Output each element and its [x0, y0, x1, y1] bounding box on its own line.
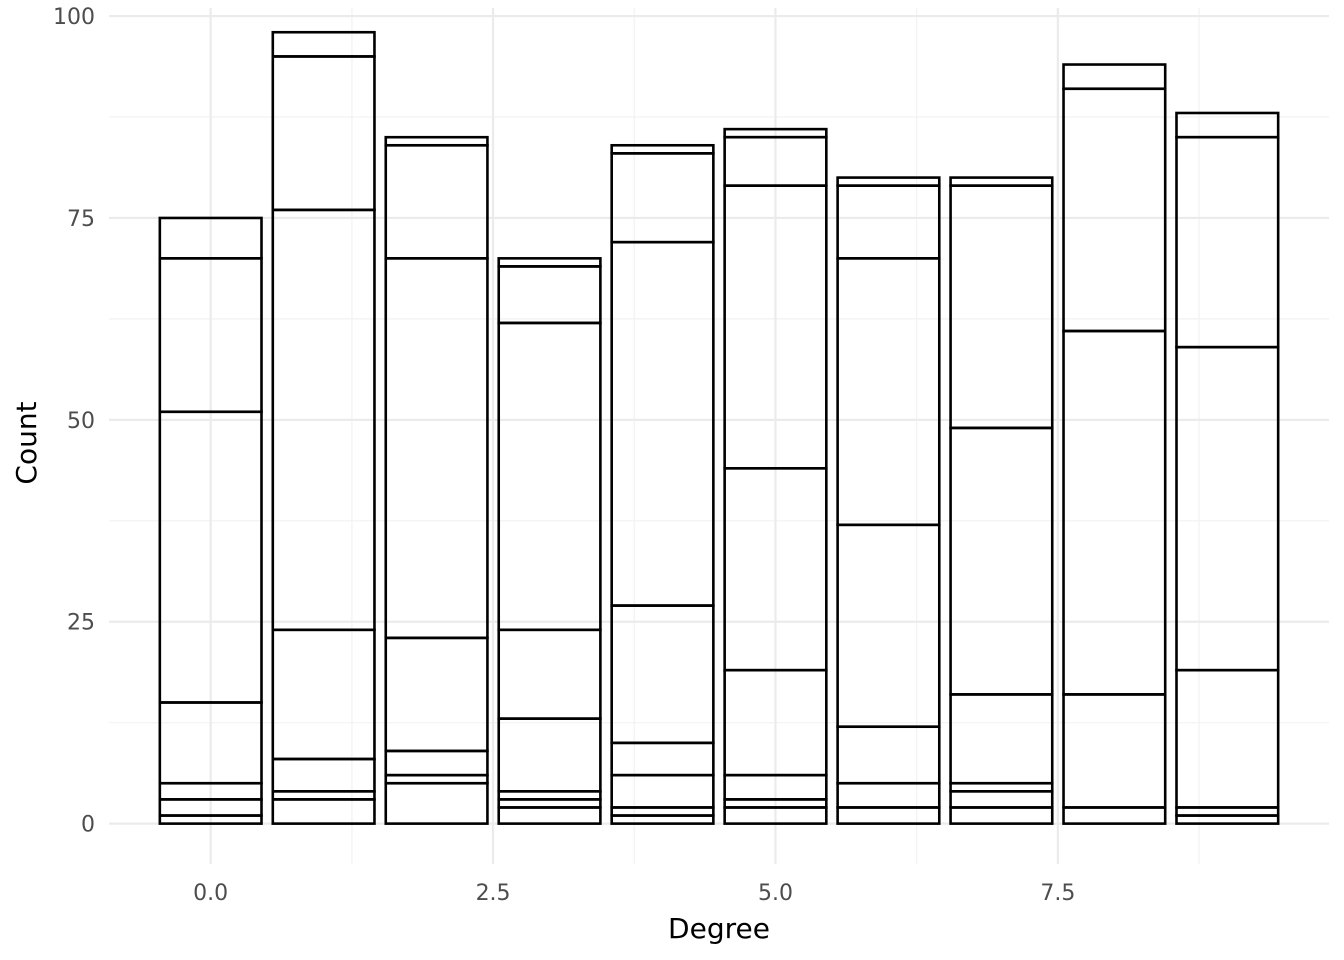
bar-segment [949, 176, 1054, 187]
bar-segment [497, 806, 602, 825]
bar-stack-0 [158, 216, 263, 825]
bar-segment [1175, 111, 1280, 139]
bar-segment [610, 773, 715, 809]
bar-stack-6 [836, 176, 941, 825]
bar-segment [1062, 63, 1167, 91]
bar-stack-4 [610, 143, 715, 825]
bar-segment [497, 628, 602, 720]
bar-segment [497, 321, 602, 632]
bar-segment [497, 257, 602, 268]
x-tick-label: 7.5 [1040, 881, 1075, 906]
bar-segment [271, 30, 376, 58]
bar-segment [384, 781, 489, 825]
bar-segment [384, 636, 489, 753]
bar-segment [384, 143, 489, 260]
y-tick-label: 50 [67, 409, 95, 434]
y-tick-label: 75 [67, 207, 95, 232]
bar-segment [271, 798, 376, 825]
x-axis-title: Degree [668, 912, 770, 945]
bar-segment [1175, 668, 1280, 809]
bar-stack-1 [271, 30, 376, 825]
bar-stack-9 [1175, 111, 1280, 825]
x-tick-label: 0.0 [193, 881, 228, 906]
bar-segment [1062, 693, 1167, 809]
bar-segment [949, 693, 1054, 785]
bar-segment [836, 781, 941, 809]
bar-segment [1175, 135, 1280, 349]
bar-segment [836, 725, 941, 785]
bar-segment [1062, 329, 1167, 696]
bar-segment [836, 184, 941, 260]
bar-stack-8 [1062, 63, 1167, 825]
y-tick-label: 25 [67, 611, 95, 636]
y-axis-tick-labels: 0 25 50 75 100 [53, 5, 95, 838]
bar-segment [836, 176, 941, 187]
bar-segment [836, 257, 941, 527]
bar-segment [1062, 87, 1167, 333]
bar-segment [158, 216, 263, 260]
bar-stack-3 [497, 257, 602, 825]
bar-stack-5 [723, 127, 828, 825]
y-axis-title: Count [10, 401, 43, 484]
bar-segment [610, 741, 715, 777]
grid-lines [109, 8, 1329, 864]
bar-segment [949, 426, 1054, 696]
bar-segment [271, 757, 376, 793]
bar-segment [271, 628, 376, 761]
bar-stack-2 [384, 135, 489, 825]
bar-segment [384, 749, 489, 777]
bars-layer [158, 30, 1280, 825]
bar-segment [949, 806, 1054, 825]
bar-segment [836, 523, 941, 729]
bar-segment [949, 184, 1054, 430]
bar-segment [384, 257, 489, 640]
y-tick-label: 100 [53, 5, 95, 30]
x-tick-label: 5.0 [758, 881, 793, 906]
bar-segment [610, 240, 715, 607]
bar-segment [610, 143, 715, 155]
bar-segment [949, 790, 1054, 809]
bar-segment [610, 152, 715, 244]
bar-segment [271, 55, 376, 212]
y-tick-label: 0 [81, 813, 95, 838]
x-tick-label: 2.5 [476, 881, 511, 906]
bar-stack-7 [949, 176, 1054, 825]
bar-segment [836, 806, 941, 825]
bar-segment [497, 717, 602, 793]
bar-segment [1062, 806, 1167, 825]
bar-segment [723, 127, 828, 139]
bar-segment [497, 265, 602, 325]
x-axis-tick-labels: 0.0 2.5 5.0 7.5 [193, 881, 1075, 906]
bar-segment [384, 135, 489, 147]
